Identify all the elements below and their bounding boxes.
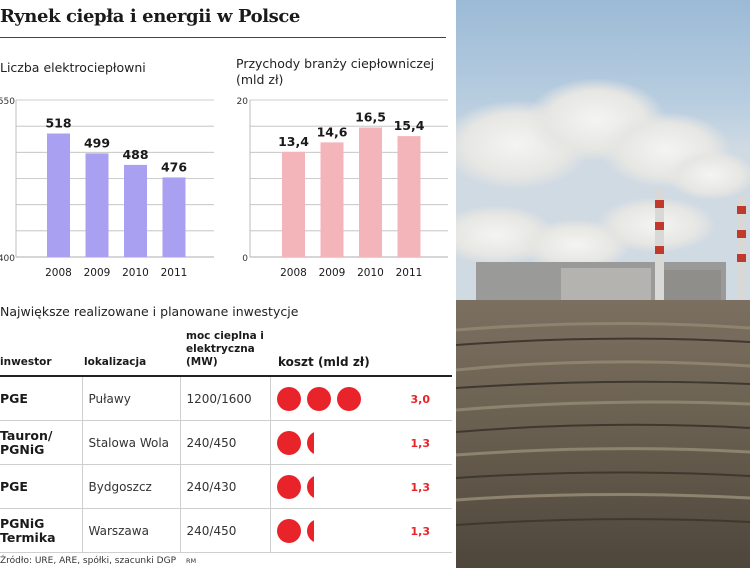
- col-location: lokalizacja: [82, 330, 180, 377]
- cost-dot-partial-fill: [306, 431, 314, 455]
- chart-power-plants: 550 400 518 2008 499 2009 488 2010 476 2011: [0, 97, 214, 279]
- x-tick-label: 2008: [45, 267, 72, 279]
- chart1-title: Liczba elektrociepłowni: [0, 60, 146, 75]
- cost-dot-partial: [306, 475, 314, 499]
- smokestacks: [655, 190, 746, 300]
- cost-dot: [306, 387, 331, 411]
- bar: [359, 127, 382, 257]
- bar-value-label: 499: [84, 135, 110, 150]
- bar: [47, 133, 70, 257]
- chart-heating-revenue: 20 0 13,4 2008 14,6 2009 16,5 2010 15,4 2011: [237, 97, 448, 279]
- bar-value-label: 16,5: [355, 109, 386, 124]
- x-tick-label: 2008: [280, 267, 307, 279]
- col-cost: koszt (mld zł): [270, 330, 452, 377]
- bar-value-label: 476: [161, 159, 187, 174]
- row-investor: PGE: [0, 464, 82, 509]
- photo-illustration: [456, 0, 750, 568]
- x-tick-label: 2011: [396, 267, 423, 279]
- y-tick-label: 20: [237, 97, 249, 107]
- bar: [162, 177, 186, 257]
- row-investor: PGE: [0, 376, 82, 421]
- bar-value-label: 488: [122, 147, 148, 162]
- cost-dot: [276, 519, 301, 543]
- row-investor: PGNiG Termika: [0, 508, 82, 553]
- row-investor: Tauron/ PGNiG: [0, 420, 82, 465]
- mine-terraces: [456, 321, 750, 502]
- cost-value: 3,0: [410, 393, 431, 406]
- x-tick-label: 2010: [122, 267, 149, 279]
- bar: [282, 151, 305, 257]
- cost-dot: [336, 387, 361, 411]
- power-plant-smokestacks-photo: [456, 0, 750, 568]
- col-power: moc cieplna i elektryczna (MW): [180, 330, 270, 377]
- steam-clouds: [456, 78, 750, 271]
- x-tick-label: 2009: [84, 267, 111, 279]
- cost-dot-partial: [306, 519, 314, 543]
- table-row: PGE Bydgoszcz 240/430 1,3: [0, 464, 452, 509]
- cost-dot-partial-fill: [306, 475, 314, 499]
- source-text: Źródło: URE, ARE, spółki, szacunki DGP: [0, 556, 177, 566]
- row-power: 240/450: [179, 420, 270, 465]
- table-row: PGE Puławy 1200/1600 3,0: [0, 376, 452, 421]
- bar-value-label: 518: [45, 115, 71, 130]
- cost-dots: [276, 475, 373, 499]
- cost-dot-partial: [306, 431, 314, 455]
- bar-value-label: 13,4: [278, 134, 309, 149]
- infographic: Rynek ciepła i energii w Polsce Liczba e…: [0, 6, 452, 566]
- row-location: Stalowa Wola: [81, 420, 180, 465]
- bar: [397, 136, 421, 257]
- cost-dots: [276, 519, 373, 543]
- cost-value: 1,3: [410, 437, 431, 450]
- row-power: 1200/1600: [179, 376, 270, 421]
- power-plant-building: [476, 262, 726, 300]
- mine-terraces-dark: [456, 337, 750, 526]
- cost-dot: [276, 431, 301, 455]
- open-pit-mine: [456, 300, 750, 568]
- row-cost: 1,3: [269, 508, 452, 553]
- row-location: Bydgoszcz: [81, 464, 180, 509]
- table-header-row: inwestor lokalizacja moc cieplna i elekt…: [0, 330, 452, 377]
- table-row: PGNiG Termika Warszawa 240/450 1,3: [0, 508, 452, 553]
- row-cost: 3,0: [269, 376, 452, 421]
- x-tick-label: 2010: [357, 267, 384, 279]
- cost-value: 1,3: [410, 525, 431, 538]
- source-note: Źródło: URE, ARE, spółki, szacunki DGP RM: [0, 556, 196, 566]
- y-tick-label: 550: [0, 97, 15, 107]
- bar: [124, 164, 147, 257]
- row-power: 240/450: [179, 508, 270, 553]
- cost-dot-partial-fill: [306, 519, 314, 543]
- table-title: Największe realizowane i planowane inwes…: [0, 304, 299, 319]
- row-location: Warszawa: [81, 508, 180, 553]
- author-credit: RM: [186, 557, 197, 565]
- bar: [320, 142, 344, 257]
- cost-value: 1,3: [410, 481, 431, 494]
- table-row: Tauron/ PGNiG Stalowa Wola 240/450 1,3: [0, 420, 452, 465]
- bar-value-label: 14,6: [317, 124, 348, 139]
- investments-table: inwestor lokalizacja moc cieplna i elekt…: [0, 330, 452, 553]
- x-tick-label: 2011: [161, 267, 188, 279]
- chart2-title: Przychody branży ciepłowniczej (mld zł): [236, 56, 435, 87]
- row-power: 240/430: [179, 464, 270, 509]
- page-title: Rynek ciepła i energii w Polsce: [0, 6, 300, 27]
- bar: [85, 153, 109, 257]
- row-location: Puławy: [81, 376, 180, 421]
- y-tick-label: 400: [0, 254, 15, 264]
- cost-dot: [276, 387, 301, 411]
- title-divider: [0, 37, 446, 38]
- x-tick-label: 2009: [319, 267, 346, 279]
- y-tick-label: 0: [242, 254, 248, 264]
- cost-dots: [276, 431, 373, 455]
- col-investor: inwestor: [0, 330, 82, 377]
- row-cost: 1,3: [269, 420, 452, 465]
- cost-dots: [276, 387, 373, 411]
- bar-value-label: 15,4: [394, 118, 425, 133]
- row-cost: 1,3: [269, 464, 452, 509]
- cost-dot: [276, 475, 301, 499]
